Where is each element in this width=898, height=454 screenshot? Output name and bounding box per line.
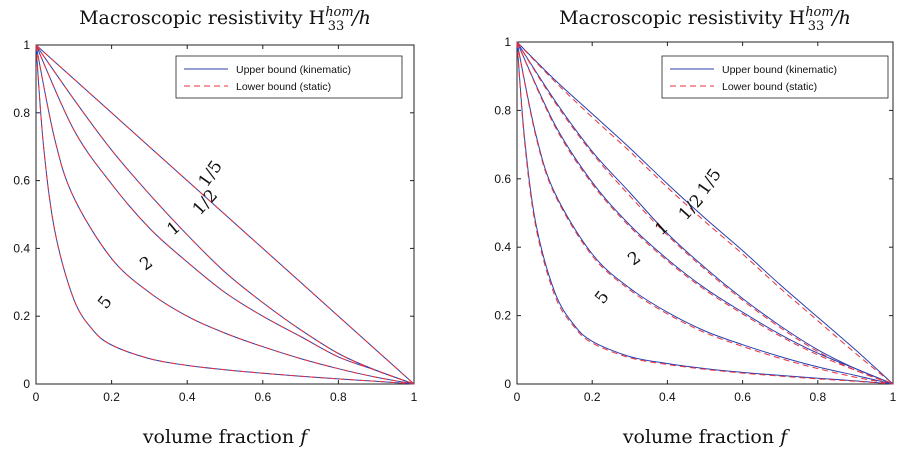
- y-tick-label: 1: [504, 35, 511, 49]
- chart-panel-1: Macroscopic resistivity Hhom 33/h 0 0.2 0.4 0…: [13, 5, 417, 448]
- x-axis-label: volume fraction f: [622, 426, 790, 448]
- legend-box: [661, 55, 889, 99]
- x-tick-label: 0.6: [734, 390, 751, 404]
- upper-bound-line-2: [516, 41, 894, 385]
- lower-bound-line-1: [516, 41, 894, 385]
- curve-label: 1/5: [694, 165, 726, 199]
- x-tick-label: 0.8: [330, 390, 347, 404]
- x-tick-label: 0.2: [103, 390, 120, 404]
- lower-bound-line-5: [516, 41, 894, 385]
- lower-bound-line-1-5: [516, 41, 894, 385]
- legend-label-lower: Lower bound (static): [722, 81, 817, 93]
- upper-bound-line-1-5: [516, 41, 894, 385]
- y-tick-label: 0.8: [13, 106, 30, 120]
- curve-label: 5: [591, 287, 613, 308]
- upper-bound-line-1-2: [516, 41, 894, 385]
- legend: Upper bound (kinematic) Lower bound (stat…: [175, 55, 403, 99]
- y-tick-label: 0.2: [494, 309, 511, 323]
- y-tick-label: 0.6: [494, 172, 511, 186]
- x-tick-label: 1: [411, 390, 418, 404]
- y-tick-label: 0.6: [13, 174, 30, 188]
- y-tick-label: 0: [23, 377, 30, 391]
- upper-bound-line-5: [516, 41, 894, 385]
- upper-bound-line-1: [516, 41, 894, 385]
- curve-label: 5: [94, 292, 116, 313]
- curve-label: 1/2: [189, 186, 222, 220]
- legend: Upper bound (kinematic) Lower bound (stat…: [661, 55, 889, 99]
- legend-box: [175, 55, 403, 99]
- y-tick-label: 0.8: [494, 103, 511, 117]
- lower-bound-line-5: [35, 44, 415, 385]
- chart-title: Macroscopic resistivity Hhom 33/h: [559, 5, 851, 34]
- lower-bound-line-2: [516, 41, 894, 385]
- x-tick-label: 0.4: [179, 390, 196, 404]
- lower-bound-line-2: [35, 44, 415, 385]
- x-tick-label: 0.8: [809, 390, 826, 404]
- x-tick-label: 1: [890, 390, 897, 404]
- legend-label-upper: Upper bound (kinematic): [722, 64, 837, 76]
- x-tick-label: 0: [514, 390, 521, 404]
- plot-frame: [35, 44, 415, 385]
- y-tick-label: 0.2: [13, 309, 30, 323]
- chart-panel-2: Macroscopic resistivity Hhom 33/h 0 0.2 0.4 0…: [494, 5, 896, 448]
- curve-label: 2: [624, 248, 644, 271]
- curve-label: 1/5: [195, 157, 227, 191]
- y-tick-label: 0.4: [494, 240, 511, 254]
- curve-label: 2: [136, 253, 156, 276]
- legend-label-lower: Lower bound (static): [236, 81, 331, 93]
- y-tick-label: 0.4: [13, 241, 30, 255]
- chart-title: Macroscopic resistivity Hhom 33/h: [79, 5, 371, 34]
- x-tick-label: 0.6: [254, 390, 271, 404]
- y-tick-label: 0: [504, 377, 511, 391]
- curve-label: 1: [651, 218, 672, 240]
- y-tick-label: 1: [23, 38, 30, 52]
- lower-bound-line-1-2: [35, 44, 415, 385]
- plot-frame: [516, 41, 894, 385]
- x-tick-label: 0.2: [584, 390, 601, 404]
- lower-bound-line-1: [35, 44, 415, 385]
- x-tick-label: 0: [33, 390, 40, 404]
- lower-bound-line-1-5: [35, 44, 415, 385]
- x-tick-label: 0.4: [659, 390, 676, 404]
- legend-label-upper: Upper bound (kinematic): [236, 64, 351, 76]
- x-axis-label: volume fraction f: [142, 426, 310, 448]
